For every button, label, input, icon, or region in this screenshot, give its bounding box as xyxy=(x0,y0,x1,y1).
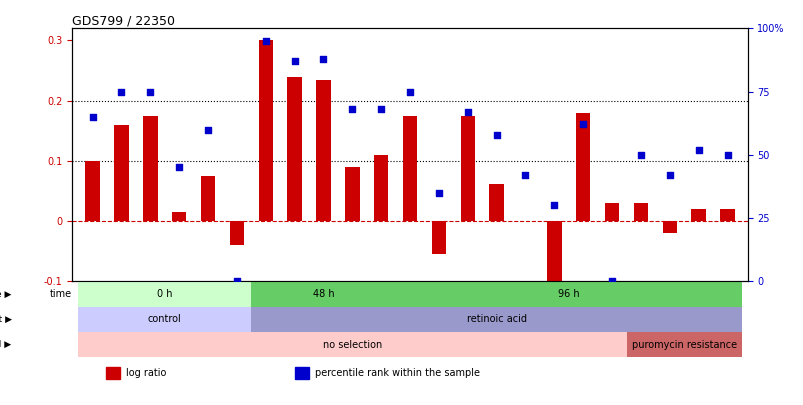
Bar xyxy=(78,281,251,307)
Bar xyxy=(460,116,475,221)
Bar xyxy=(295,367,308,379)
Bar xyxy=(259,40,272,221)
Text: log ratio: log ratio xyxy=(126,368,166,378)
Point xyxy=(605,278,618,285)
Bar xyxy=(489,184,503,221)
Bar xyxy=(604,203,618,221)
Point xyxy=(202,126,214,133)
Point xyxy=(432,190,445,196)
Point xyxy=(490,131,503,138)
Bar xyxy=(172,212,186,221)
Point xyxy=(691,147,704,153)
Bar xyxy=(547,221,560,299)
Point xyxy=(173,164,185,171)
Text: 48 h: 48 h xyxy=(312,289,334,299)
Bar xyxy=(316,79,330,221)
Point xyxy=(345,106,358,113)
Bar xyxy=(201,176,215,221)
Bar xyxy=(251,281,395,307)
Bar xyxy=(143,116,157,221)
Text: time: time xyxy=(50,289,72,299)
Bar xyxy=(287,77,301,221)
Text: no selection: no selection xyxy=(322,339,381,350)
Bar xyxy=(395,281,741,307)
Bar xyxy=(230,221,244,245)
Bar xyxy=(106,367,120,379)
Bar xyxy=(633,203,647,221)
Point xyxy=(547,202,560,209)
Bar xyxy=(344,167,359,221)
Bar xyxy=(431,221,446,254)
Point xyxy=(662,172,675,178)
Text: agent ▶: agent ▶ xyxy=(0,315,11,324)
Bar xyxy=(78,332,626,357)
Point xyxy=(634,151,646,158)
Bar xyxy=(373,155,388,221)
Point xyxy=(115,88,128,95)
Point xyxy=(576,121,589,128)
Text: percentile rank within the sample: percentile rank within the sample xyxy=(315,368,480,378)
Bar xyxy=(114,125,128,221)
Bar xyxy=(402,116,417,221)
Point xyxy=(374,106,387,113)
Point xyxy=(259,38,272,44)
Bar xyxy=(719,209,734,221)
Bar xyxy=(662,221,676,233)
Bar xyxy=(575,113,589,221)
Text: GDS799 / 22350: GDS799 / 22350 xyxy=(72,14,175,27)
Point xyxy=(287,58,300,64)
Text: 96 h: 96 h xyxy=(557,289,579,299)
Bar xyxy=(85,161,100,221)
Point xyxy=(720,151,733,158)
Text: puromycin resistance: puromycin resistance xyxy=(631,339,736,350)
Bar xyxy=(626,332,741,357)
Text: control: control xyxy=(148,314,181,324)
Point xyxy=(403,88,416,95)
Bar xyxy=(251,307,741,332)
Point xyxy=(519,172,532,178)
Point xyxy=(316,55,329,62)
Point xyxy=(86,114,99,120)
Point xyxy=(461,109,474,115)
Bar xyxy=(78,307,251,332)
Text: growth protocol ▶: growth protocol ▶ xyxy=(0,340,11,349)
Point xyxy=(230,278,243,285)
Text: 0 h: 0 h xyxy=(157,289,173,299)
Text: retinoic acid: retinoic acid xyxy=(466,314,526,324)
Point xyxy=(144,88,157,95)
Bar xyxy=(691,209,705,221)
Text: time ▶: time ▶ xyxy=(0,290,11,298)
